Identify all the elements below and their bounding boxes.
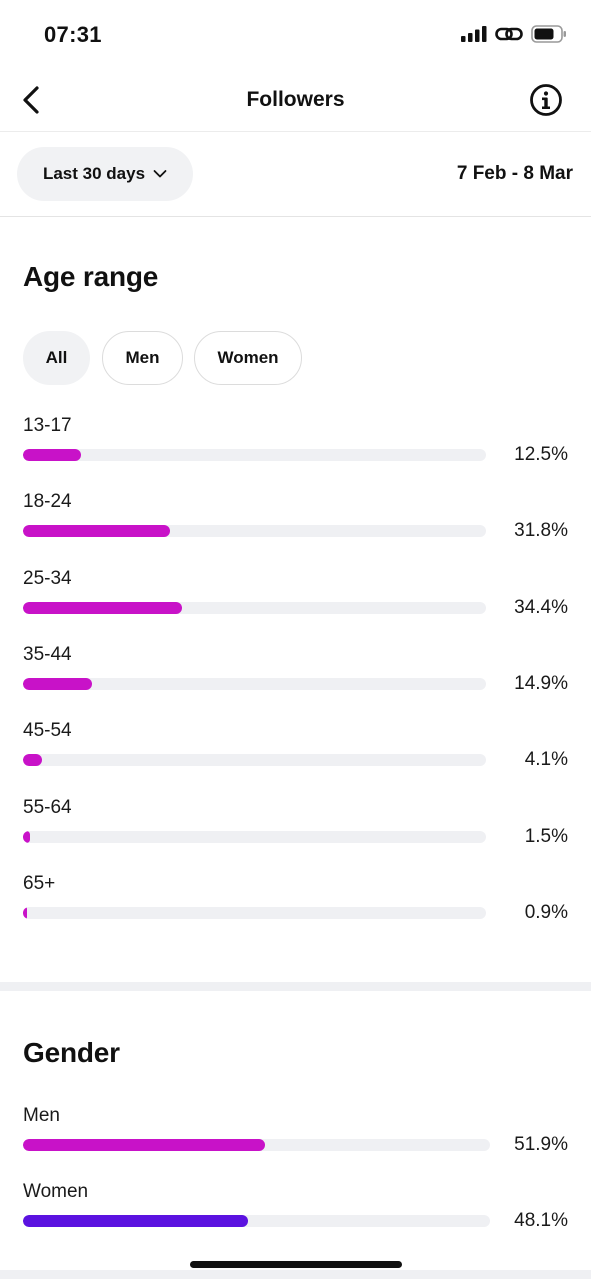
info-icon	[530, 84, 562, 116]
period-label: Last 30 days	[42, 164, 146, 183]
chevron-left-icon	[23, 86, 39, 114]
age-range-title: Age range	[23, 261, 159, 292]
age-bar-label: 65+	[23, 872, 56, 894]
age-bar-row: 35-44 14.9%	[23, 644, 568, 704]
age-bar-track	[23, 525, 486, 538]
age-bar-fill	[23, 601, 182, 614]
age-bar-row: 25-34 34.4%	[23, 568, 568, 628]
gender-bar-label: Men	[23, 1105, 60, 1126]
age-bar-fill	[23, 830, 30, 843]
age-bar-label: 13-17	[23, 415, 72, 436]
chip-men[interactable]: Men	[102, 331, 183, 385]
gender-bar-fill	[23, 1139, 265, 1151]
age-bar-label: 25-34	[23, 567, 72, 589]
status-icons	[461, 24, 567, 44]
period-dropdown[interactable]: Last 30 days	[17, 147, 193, 201]
chip-women[interactable]: Women	[194, 331, 302, 385]
age-bar-label: 18-24	[23, 491, 72, 513]
age-bar-track	[23, 830, 486, 843]
age-bar-row: 55-64 1.5%	[23, 797, 568, 857]
date-range: 7 Feb - 8 Mar	[456, 163, 573, 184]
age-bar-fill	[23, 525, 170, 538]
gender-bar-value: 48.1%	[514, 1210, 568, 1231]
age-bar-value: 4.1%	[524, 749, 568, 771]
chevron-down-icon	[153, 170, 167, 178]
age-bar-value: 0.9%	[524, 901, 568, 923]
age-bar-label: 45-54	[23, 720, 72, 742]
gender-bar-label: Women	[23, 1181, 89, 1202]
page-title: Followers	[246, 88, 345, 111]
age-bar-value: 31.8%	[514, 520, 568, 542]
home-indicator	[190, 1261, 402, 1268]
age-bar-label: 35-44	[23, 643, 72, 665]
gender-bar-track	[23, 1139, 490, 1151]
age-bar-value: 14.9%	[514, 672, 568, 694]
age-bar-row: 13-17 12.5%	[23, 415, 568, 475]
gender-bar-fill	[23, 1215, 248, 1227]
age-bar-fill	[23, 449, 81, 461]
back-button[interactable]	[14, 82, 48, 118]
gender-bar-row: Women 48.1%	[23, 1181, 568, 1241]
age-bar-track	[23, 677, 486, 690]
age-bar-fill	[23, 677, 92, 690]
gender-bar-row: Men 51.9%	[23, 1105, 568, 1165]
age-bar-track	[23, 601, 486, 614]
age-bar-fill	[23, 754, 42, 767]
link-icon	[495, 27, 523, 41]
age-bar-label: 55-64	[23, 796, 72, 818]
status-bar: 07:31	[0, 0, 591, 70]
gender-bar-track	[23, 1215, 490, 1227]
chip-all[interactable]: All	[23, 331, 90, 385]
filter-row: Last 30 days 7 Feb - 8 Mar	[0, 132, 591, 217]
age-bar-value: 12.5%	[514, 444, 568, 465]
nav-bar: Followers	[0, 70, 591, 132]
age-bar-row: 65+ 0.9%	[23, 873, 568, 933]
gender-bar-value: 51.9%	[514, 1134, 568, 1155]
age-bar-row: 18-24 31.8%	[23, 491, 568, 551]
signal-icon	[461, 26, 487, 42]
info-button[interactable]	[529, 83, 563, 117]
age-bar-track	[23, 754, 486, 767]
age-bar-fill	[23, 906, 27, 919]
status-time: 07:31	[44, 22, 102, 47]
age-bar-track	[23, 906, 486, 919]
section-divider-bottom	[0, 1270, 591, 1279]
age-bar-track	[23, 449, 486, 461]
section-divider	[0, 982, 591, 991]
gender-title: Gender	[23, 1037, 120, 1068]
age-bar-value: 34.4%	[514, 596, 568, 618]
battery-icon	[531, 25, 566, 43]
age-bar-value: 1.5%	[524, 825, 568, 847]
age-bar-row: 45-54 4.1%	[23, 720, 568, 780]
